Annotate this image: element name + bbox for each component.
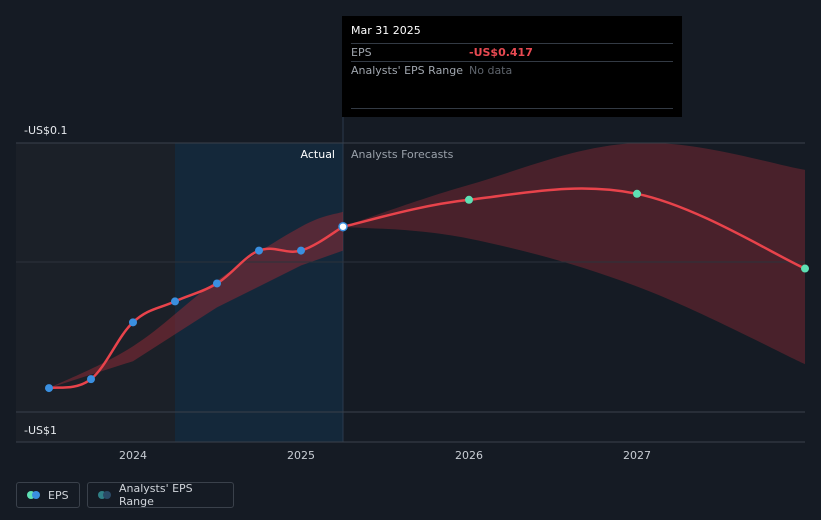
history-shade xyxy=(16,143,175,442)
gridline-layer xyxy=(16,142,805,443)
tooltip-eps-value: -US$0.417 xyxy=(469,46,533,59)
eps-forecast-point[interactable] xyxy=(801,264,809,273)
eps-actual-point[interactable] xyxy=(297,246,305,255)
section-label-forecast: Analysts Forecasts xyxy=(351,148,454,161)
eps-actual-point[interactable] xyxy=(255,246,263,255)
legend-range-label: Analysts' EPS Range xyxy=(119,482,193,508)
eps-actual-line xyxy=(48,225,344,390)
tooltip-range-value: No data xyxy=(469,64,513,77)
eps-forecast-point[interactable] xyxy=(633,189,641,198)
eps-actual-point[interactable] xyxy=(171,297,179,306)
eps-legend-icon xyxy=(27,491,40,499)
eps-actual-point[interactable] xyxy=(87,375,95,384)
x-tick-label: 2027 xyxy=(623,449,651,462)
eps-line-layer xyxy=(48,187,806,390)
eps-actual-point[interactable] xyxy=(213,279,221,288)
legend-range-toggle[interactable]: Analysts' EPS Range xyxy=(87,482,234,508)
eps-forecast-line xyxy=(342,187,806,270)
legend-eps-label: EPS xyxy=(48,488,69,502)
tooltip-eps-label: EPS xyxy=(351,46,372,59)
tooltip-divider xyxy=(351,108,673,109)
range-band-layer xyxy=(49,142,805,389)
y-axis-bottom-label: -US$1 xyxy=(24,424,57,437)
tooltip-date: Mar 31 2025 xyxy=(351,24,421,37)
x-tick-label: 2025 xyxy=(287,449,315,462)
forecast-range-band xyxy=(343,142,805,365)
chart-background-layer xyxy=(16,16,344,442)
actual-range-band xyxy=(49,211,343,389)
range-legend-icon xyxy=(98,491,111,499)
y-axis-top-label: -US$0.1 xyxy=(24,124,68,137)
x-tick-label: 2026 xyxy=(455,449,483,462)
tooltip-range-label: Analysts' EPS Range xyxy=(351,64,464,77)
eps-actual-point[interactable] xyxy=(45,384,53,393)
eps-actual-point[interactable] xyxy=(338,221,348,232)
tooltip-eps-row: EPS -US$0.417 xyxy=(351,43,673,61)
legend-eps-toggle[interactable]: EPS xyxy=(16,482,80,508)
section-label-actual: Actual xyxy=(301,148,335,161)
eps-actual-point[interactable] xyxy=(129,318,137,327)
eps-tooltip: Mar 31 2025 EPS -US$0.417 Analysts' EPS … xyxy=(342,16,682,117)
tooltip-range-row: Analysts' EPS Range No data xyxy=(351,61,673,79)
chart-text-layer: Actual Analysts Forecasts 2024 2025 2026 2027 xyxy=(119,148,651,462)
eps-forecast-point[interactable] xyxy=(465,195,473,204)
eps-point-layer[interactable] xyxy=(45,189,809,393)
x-tick-label: 2024 xyxy=(119,449,147,462)
